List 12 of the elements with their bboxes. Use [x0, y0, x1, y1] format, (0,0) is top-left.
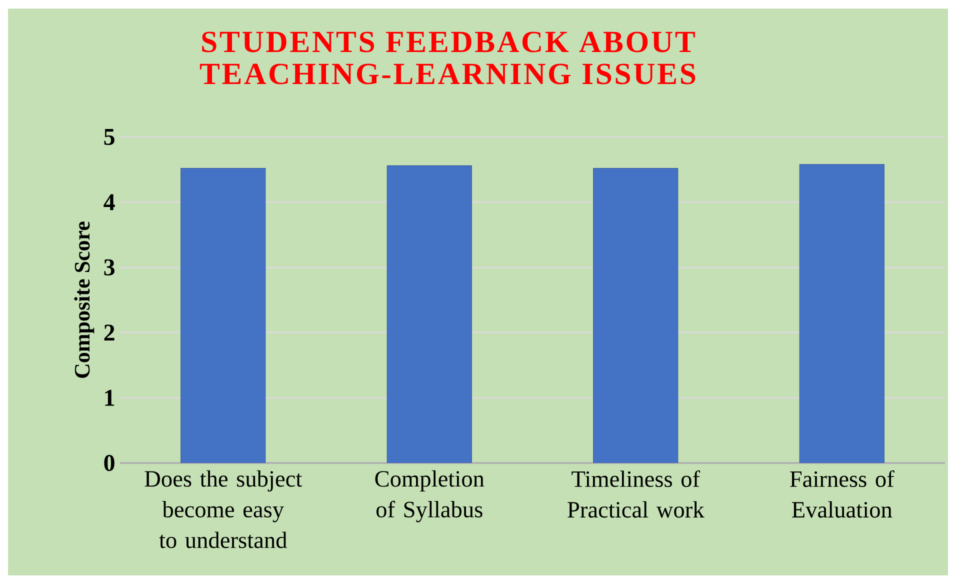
y-axis-title: Composite Score — [74, 222, 94, 378]
y-tick-label: 4 — [104, 194, 115, 210]
y-tick-label: 5 — [104, 129, 114, 145]
y-tick-label: 0 — [104, 454, 114, 472]
y-tick-label: 2 — [104, 324, 114, 341]
x-tick-label: Timeliness of Practical work — [568, 470, 704, 518]
y-tick-label: 3 — [104, 259, 114, 276]
x-tick-label: Completion of Syllabus — [375, 470, 484, 522]
y-tick-label: 1 — [105, 390, 114, 406]
x-tick-label: Fairness of Evaluation — [790, 470, 894, 518]
chart-title: STUDENTS FEEDBACK ABOUT TEACHING-LEARNING ISSUES — [200, 32, 696, 84]
x-tick-label: Does the subject become easy to understand — [144, 470, 302, 548]
